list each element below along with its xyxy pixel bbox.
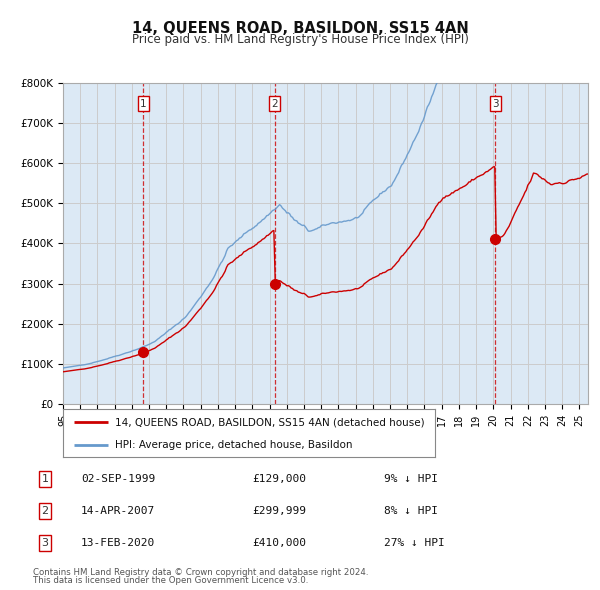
Text: Contains HM Land Registry data © Crown copyright and database right 2024.: Contains HM Land Registry data © Crown c…	[33, 568, 368, 577]
Text: 14, QUEENS ROAD, BASILDON, SS15 4AN (detached house): 14, QUEENS ROAD, BASILDON, SS15 4AN (det…	[115, 417, 425, 427]
Text: 2: 2	[271, 99, 278, 109]
Text: 8% ↓ HPI: 8% ↓ HPI	[384, 506, 438, 516]
Text: 1: 1	[41, 474, 49, 484]
Text: £299,999: £299,999	[252, 506, 306, 516]
Text: 02-SEP-1999: 02-SEP-1999	[81, 474, 155, 484]
Text: 3: 3	[41, 538, 49, 548]
Text: Price paid vs. HM Land Registry's House Price Index (HPI): Price paid vs. HM Land Registry's House …	[131, 33, 469, 46]
Text: £410,000: £410,000	[252, 538, 306, 548]
Text: 1: 1	[140, 99, 146, 109]
Text: HPI: Average price, detached house, Basildon: HPI: Average price, detached house, Basi…	[115, 440, 353, 450]
Text: 14, QUEENS ROAD, BASILDON, SS15 4AN: 14, QUEENS ROAD, BASILDON, SS15 4AN	[131, 21, 469, 36]
Text: 13-FEB-2020: 13-FEB-2020	[81, 538, 155, 548]
Text: 2: 2	[41, 506, 49, 516]
Text: This data is licensed under the Open Government Licence v3.0.: This data is licensed under the Open Gov…	[33, 576, 308, 585]
Text: 14-APR-2007: 14-APR-2007	[81, 506, 155, 516]
Text: 9% ↓ HPI: 9% ↓ HPI	[384, 474, 438, 484]
Text: £129,000: £129,000	[252, 474, 306, 484]
Text: 27% ↓ HPI: 27% ↓ HPI	[384, 538, 445, 548]
Text: 3: 3	[492, 99, 499, 109]
